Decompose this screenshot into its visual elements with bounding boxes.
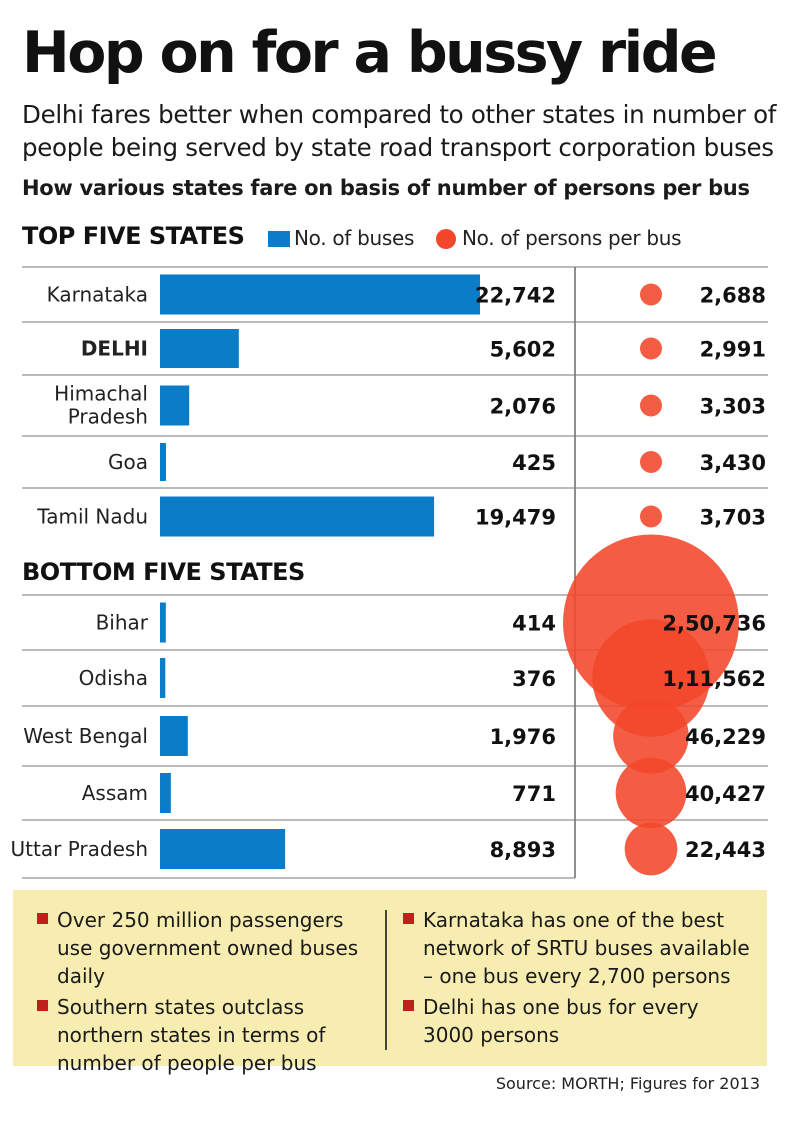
chart-title: Hop on for a bussy ride xyxy=(22,20,718,86)
legend-persons-label: No. of persons per bus xyxy=(462,226,682,250)
persons-per-bus-label: 46,229 xyxy=(685,725,766,749)
state-label: Uttar Pradesh xyxy=(11,837,148,861)
bus-count-bar xyxy=(160,329,239,368)
legend-bar-swatch xyxy=(268,231,290,247)
state-label: Bihar xyxy=(96,611,149,635)
bus-count-bar xyxy=(160,385,190,426)
bus-count-bar xyxy=(160,716,188,756)
bus-count-bar xyxy=(160,773,171,813)
bus-count-label: 2,076 xyxy=(490,395,556,419)
footer-note: Over 250 million passengers use governme… xyxy=(35,906,375,990)
legend-bubble-swatch xyxy=(436,229,456,249)
persons-per-bus-bubble xyxy=(640,505,662,528)
persons-per-bus-bubble xyxy=(640,283,662,306)
bus-count-label: 8,893 xyxy=(490,838,556,862)
persons-per-bus-bubble xyxy=(624,822,678,876)
state-label: Assam xyxy=(82,781,148,805)
bus-chart: Karnataka 22,742 DELHI 5,602 Himachal Pradesh… xyxy=(11,266,768,879)
bus-count-label: 1,976 xyxy=(490,725,556,749)
persons-per-bus-bubble xyxy=(613,698,689,774)
state-label: Odisha xyxy=(79,666,148,690)
chart-question: How various states fare on basis of numb… xyxy=(22,176,750,200)
persons-per-bus-label: 2,688 xyxy=(700,284,766,308)
bus-count-label: 425 xyxy=(512,451,556,475)
state-label: West Bengal xyxy=(23,724,148,748)
footer-notes: Over 250 million passengers use governme… xyxy=(13,890,767,1075)
legend-buses-label: No. of buses xyxy=(294,226,415,250)
footer-left-column: Over 250 million passengers use governme… xyxy=(35,906,375,1080)
persons-per-bus-label: 3,703 xyxy=(700,506,766,530)
persons-per-bus-bubble xyxy=(640,394,662,417)
persons-per-bus-label: 40,427 xyxy=(685,782,766,806)
chart-subtitle: Delhi fares better when compared to othe… xyxy=(22,100,777,162)
bus-count-bar xyxy=(160,496,435,537)
bus-count-label: 771 xyxy=(512,782,556,806)
bus-count-bar xyxy=(160,829,286,869)
bus-count-label: 376 xyxy=(512,667,556,691)
legend-buses: No. of buses xyxy=(268,226,414,250)
persons-per-bus-label: 3,430 xyxy=(700,451,766,475)
bus-count-label: 22,742 xyxy=(475,284,556,308)
footer-right-column: Karnataka has one of the best network of… xyxy=(401,906,751,1052)
persons-per-bus-label: 1,11,562 xyxy=(662,667,766,691)
state-label: Himachal Pradesh xyxy=(54,382,148,429)
footer-note: Karnataka has one of the best network of… xyxy=(401,906,751,990)
persons-per-bus-bubble xyxy=(640,337,662,360)
footer-note: Delhi has one bus for every 3000 persons xyxy=(401,993,751,1049)
bottom-section-heading: BOTTOM FIVE STATES xyxy=(22,558,305,586)
persons-per-bus-label: 2,991 xyxy=(700,338,766,362)
footer-divider xyxy=(385,910,387,1050)
persons-per-bus-bubble xyxy=(615,757,687,829)
state-label: Karnataka xyxy=(47,283,148,307)
top-section-heading: TOP FIVE STATES xyxy=(22,222,245,250)
bus-count-bar xyxy=(160,658,166,698)
bus-count-label: 19,479 xyxy=(475,506,556,530)
bus-count-label: 414 xyxy=(512,612,556,636)
persons-per-bus-label: 22,443 xyxy=(685,838,766,862)
persons-per-bus-label: 3,303 xyxy=(700,395,766,419)
persons-per-bus-label: 2,50,736 xyxy=(662,612,766,636)
footer-note: Southern states outclass northern states… xyxy=(35,993,375,1077)
state-label: Tamil Nadu xyxy=(36,505,148,529)
bus-count-bar xyxy=(160,274,480,315)
state-label: DELHI xyxy=(81,337,148,361)
bus-count-bar xyxy=(160,443,166,481)
persons-per-bus-bubble xyxy=(592,619,710,737)
state-label: Goa xyxy=(108,450,148,474)
bus-count-label: 5,602 xyxy=(490,338,556,362)
bus-count-bar xyxy=(160,602,166,643)
legend-persons: No. of persons per bus xyxy=(436,226,682,250)
persons-per-bus-bubble xyxy=(640,451,662,473)
source-note: Source: MORTH; Figures for 2013 xyxy=(495,1074,760,1093)
